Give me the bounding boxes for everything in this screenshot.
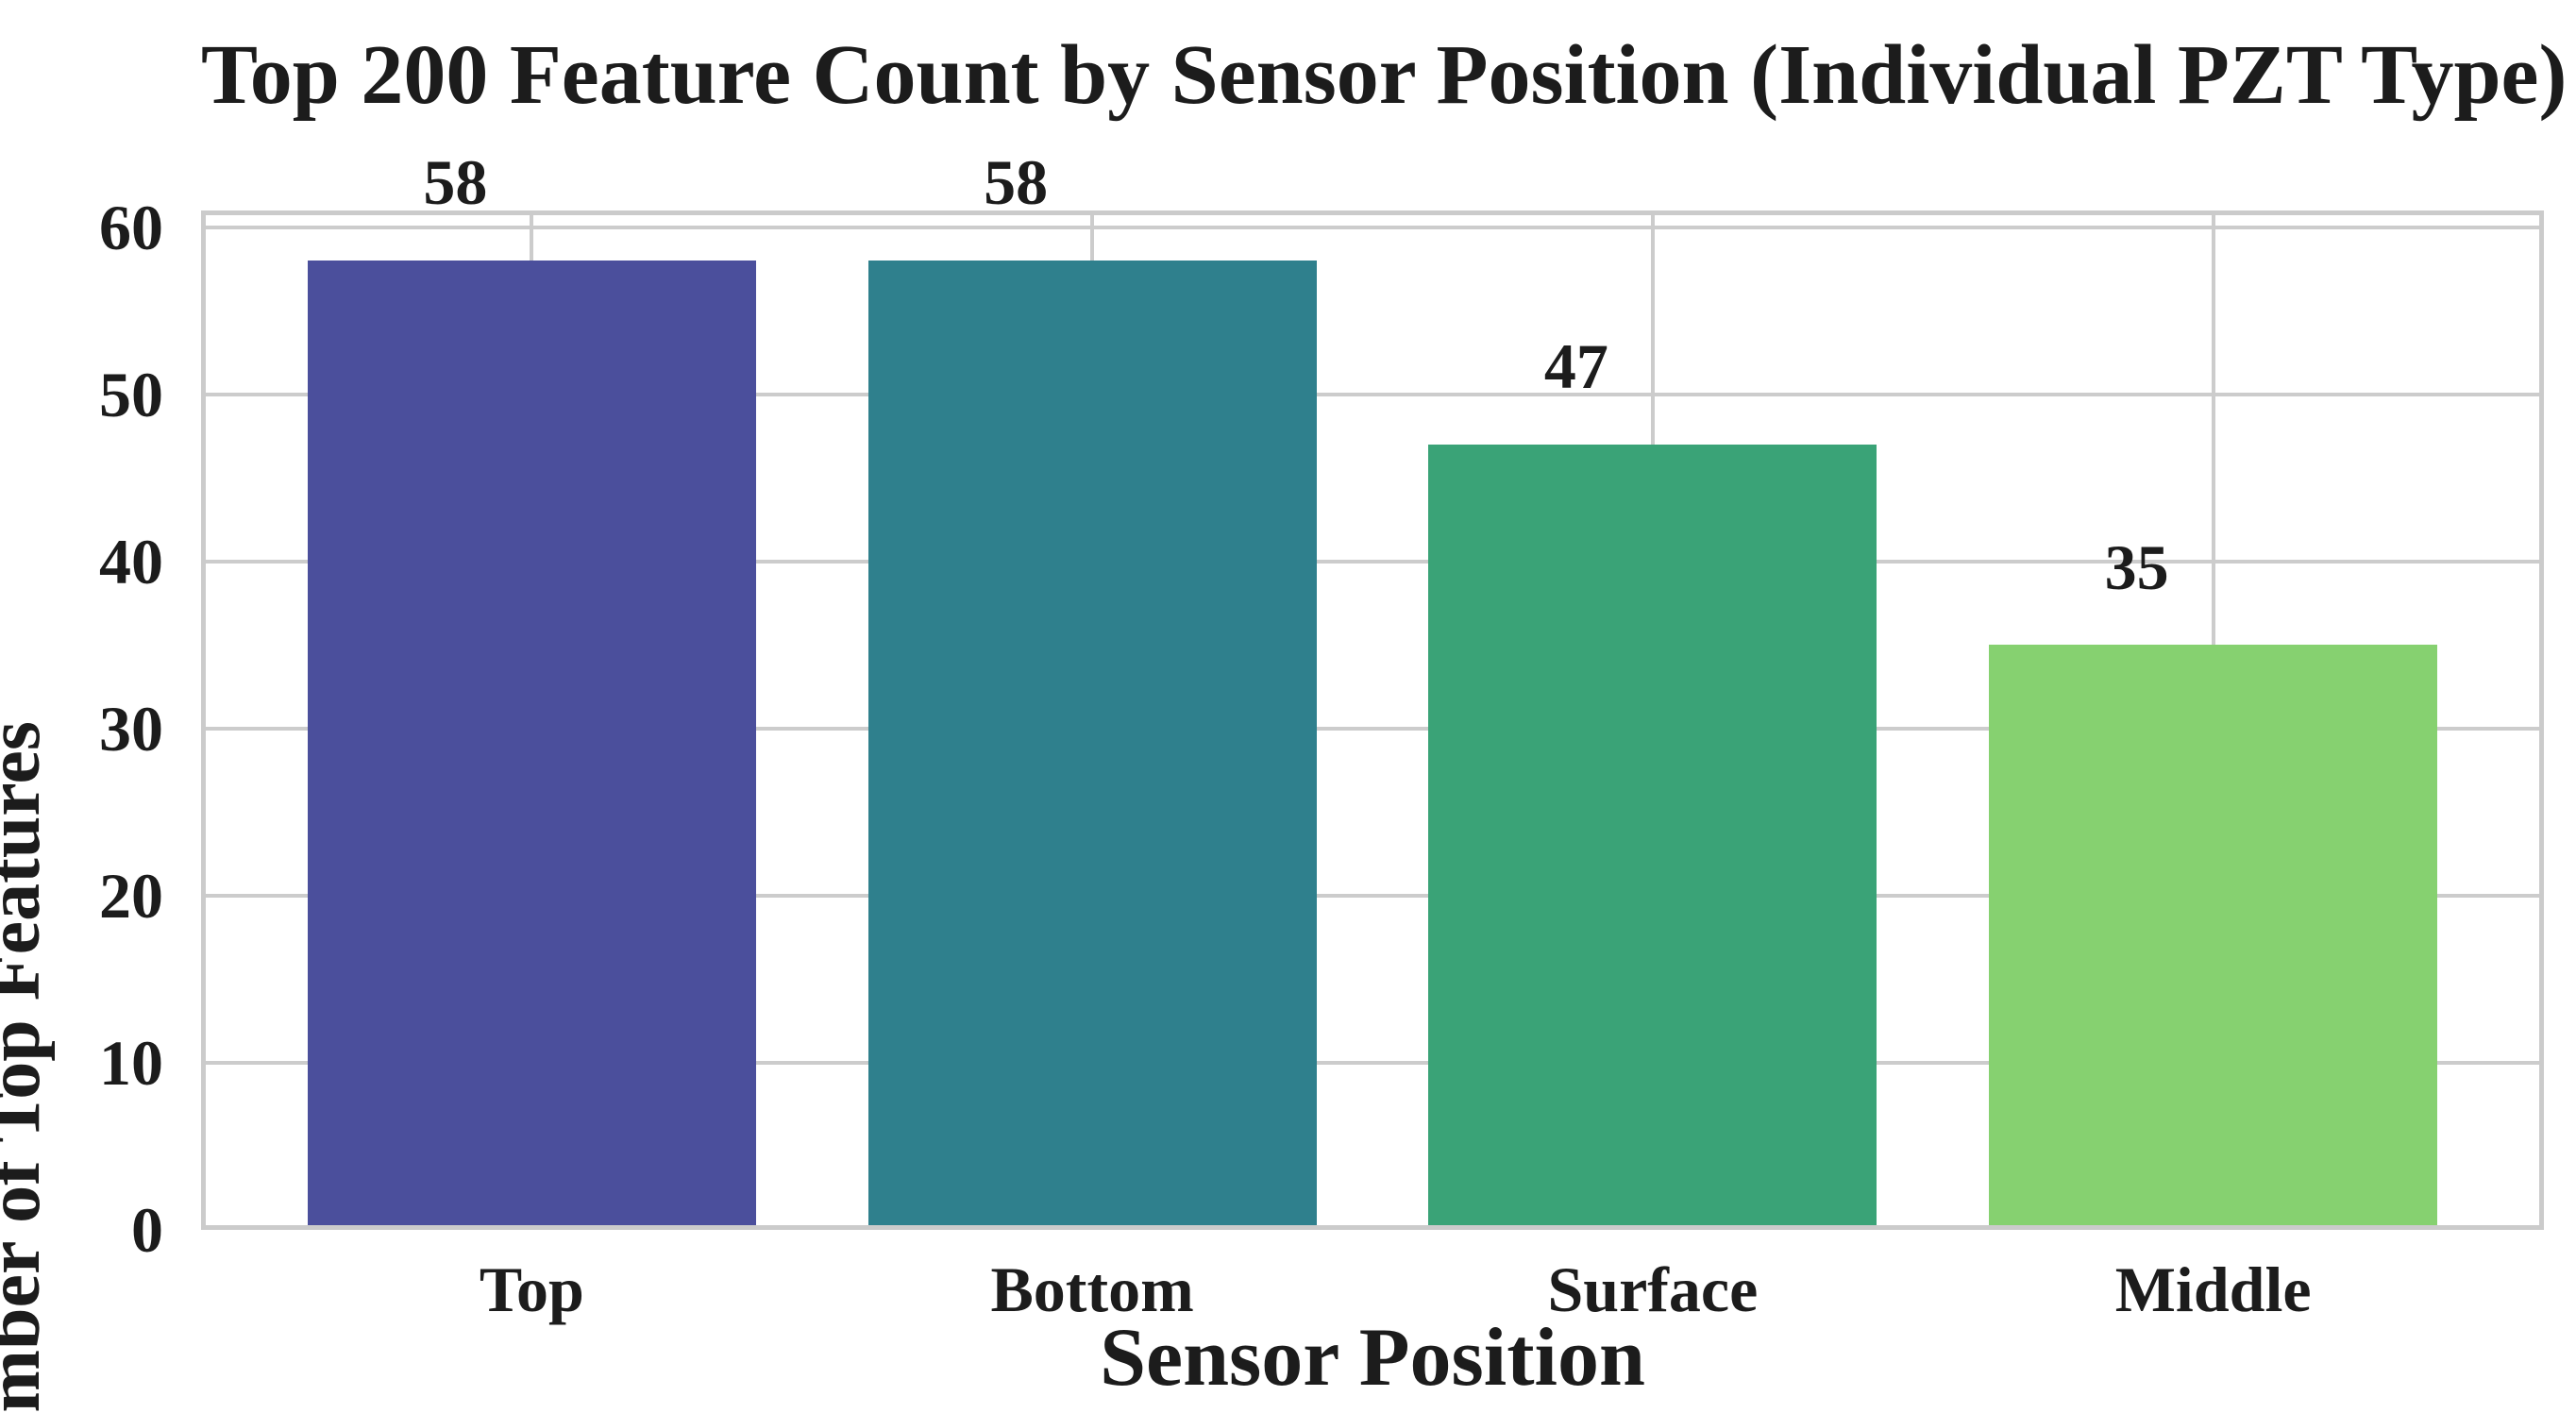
y-tick-60: 60: [99, 191, 163, 263]
bar-value-label-bottom: 58: [984, 146, 1049, 219]
bar-value-label-top: 58: [423, 146, 488, 219]
plot-area: [201, 210, 2544, 1230]
gridline-y-30: [206, 726, 2539, 731]
gridline-y-40: [206, 559, 2539, 564]
gridline-y-10: [206, 1060, 2539, 1065]
y-tick-20: 20: [99, 859, 163, 932]
x-tick-surface: Surface: [1547, 1253, 1759, 1325]
x-tick-middle: Middle: [2114, 1253, 2312, 1325]
y-tick-0: 0: [131, 1194, 163, 1266]
y-tick-30: 30: [99, 692, 163, 765]
bar-top: [307, 261, 756, 1225]
gridline-y-50: [206, 392, 2539, 396]
bar-surface: [1428, 444, 1877, 1225]
y-tick-50: 50: [99, 358, 163, 430]
y-tick-10: 10: [99, 1026, 163, 1099]
x-axis-label: Sensor Position: [1100, 1312, 1645, 1404]
bar-bottom: [867, 261, 1317, 1225]
y-tick-40: 40: [99, 525, 163, 597]
bar-value-label-surface: 47: [1543, 330, 1608, 403]
chart-title: Top 200 Feature Count by Sensor Position…: [201, 28, 2568, 122]
bar-middle: [1989, 645, 2438, 1225]
x-tick-top: Top: [479, 1253, 584, 1325]
gridline-y-60: [206, 225, 2539, 229]
gridline-y-20: [206, 893, 2539, 898]
bar-value-label-middle: 35: [2104, 530, 2169, 603]
x-tick-bottom: Bottom: [990, 1253, 1194, 1325]
